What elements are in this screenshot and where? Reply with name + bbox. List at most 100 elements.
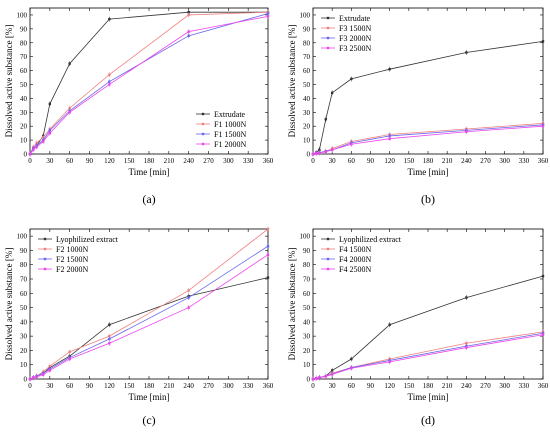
x-tick-label: 60: [66, 157, 74, 165]
y-tick-label: 100: [17, 233, 28, 241]
legend-marker: [43, 267, 47, 271]
data-point: [108, 342, 111, 345]
x-tick-label: 60: [348, 382, 356, 390]
legend-label: F2 1000N: [56, 245, 88, 254]
series-4: [311, 123, 545, 157]
y-tick-label: 0: [307, 376, 311, 384]
x-tick-label: 300: [223, 382, 234, 390]
y-tick-label: 90: [303, 247, 311, 255]
legend-marker: [43, 237, 47, 241]
series-4: [28, 252, 270, 382]
series-1: [311, 273, 545, 382]
y-tick-label: 30: [303, 333, 311, 341]
legend-label: F2 2000N: [56, 265, 88, 274]
x-tick-label: 0: [28, 382, 32, 390]
data-point: [388, 67, 391, 71]
chart-panel-4: 0 30 60 90 120 150 180 210 240 270 300 330 360 0 10 20 3…: [287, 228, 549, 427]
y-tick-label: 40: [20, 318, 28, 326]
y-tick-label: 30: [303, 109, 311, 117]
y-tick-label: 80: [303, 261, 311, 269]
data-point: [266, 12, 270, 15]
x-tick-label: 30: [46, 157, 54, 165]
data-point: [187, 289, 190, 292]
data-point: [42, 373, 45, 376]
x-tick-label: 330: [243, 157, 254, 165]
y-tick-label: 40: [20, 95, 28, 103]
x-axis-title: Time [min]: [408, 392, 449, 402]
series-3: [311, 330, 545, 382]
x-axis-title: Time [min]: [129, 167, 170, 177]
data-point: [318, 151, 321, 155]
legend-label: F3 2000N: [339, 34, 371, 43]
data-point: [187, 30, 190, 33]
series-line: [312, 125, 544, 155]
data-point: [68, 62, 71, 65]
legend-label: F2 1500N: [56, 255, 88, 264]
data-point: [318, 148, 321, 152]
data-point: [465, 51, 468, 54]
legend-label: F1 1000N: [214, 120, 246, 129]
x-tick-label: 180: [144, 157, 155, 165]
data-point: [465, 346, 468, 349]
y-tick-label: 10: [20, 137, 28, 145]
series-line: [312, 40, 544, 155]
data-point: [266, 227, 270, 231]
x-axis-title: Time [min]: [408, 167, 449, 177]
y-tick-label: 100: [17, 11, 28, 19]
legend-marker: [326, 16, 330, 20]
y-tick-label: 70: [20, 53, 28, 61]
x-tick-label: 330: [243, 382, 254, 390]
y-tick-label: 30: [20, 109, 28, 117]
data-point: [541, 333, 545, 336]
x-tick-label: 90: [367, 157, 375, 165]
y-tick-label: 70: [303, 276, 311, 284]
data-point: [35, 141, 38, 145]
y-axis-title: Dissolved active substance [%]: [287, 25, 297, 138]
data-point: [314, 152, 318, 155]
y-tick-label: 60: [303, 290, 311, 298]
series-4: [28, 13, 270, 157]
legend-marker: [201, 142, 205, 146]
legend-marker: [326, 36, 330, 40]
x-tick-label: 330: [519, 157, 530, 165]
series-line: [312, 124, 544, 155]
data-point: [28, 152, 32, 156]
y-tick-label: 40: [303, 318, 311, 326]
data-point: [187, 34, 190, 38]
panel-label: (b): [421, 192, 435, 206]
legend-label: F3 2500N: [339, 44, 371, 53]
y-tick-label: 20: [20, 123, 28, 131]
x-tick-label: 330: [519, 382, 530, 390]
legend-label: F1 2000N: [214, 140, 246, 149]
legend-marker: [326, 46, 330, 50]
y-tick-label: 80: [20, 39, 28, 47]
x-tick-label: 30: [329, 382, 337, 390]
data-point: [465, 130, 468, 133]
y-tick-label: 100: [300, 233, 311, 241]
data-point: [42, 140, 45, 143]
series-4: [311, 332, 545, 382]
data-point: [108, 80, 111, 83]
y-tick-label: 0: [24, 376, 28, 384]
x-tick-label: 360: [263, 382, 274, 390]
x-tick-label: 0: [311, 382, 315, 390]
legend-marker: [326, 26, 330, 30]
data-point: [68, 357, 71, 361]
x-tick-label: 120: [384, 382, 395, 390]
y-tick-label: 50: [303, 81, 311, 89]
data-point: [324, 150, 327, 154]
data-point: [350, 357, 353, 361]
series-1: [28, 275, 270, 382]
series-2: [311, 329, 545, 382]
data-point: [108, 17, 111, 21]
panel-label: (c): [142, 413, 155, 427]
y-tick-label: 60: [303, 67, 311, 75]
data-point: [388, 137, 391, 140]
legend-label: F1 1500N: [214, 130, 246, 139]
legend-label: Extrudate: [214, 110, 246, 119]
legend-marker: [201, 112, 205, 116]
data-point: [108, 337, 111, 341]
data-point: [187, 13, 190, 17]
y-tick-label: 40: [303, 95, 311, 103]
